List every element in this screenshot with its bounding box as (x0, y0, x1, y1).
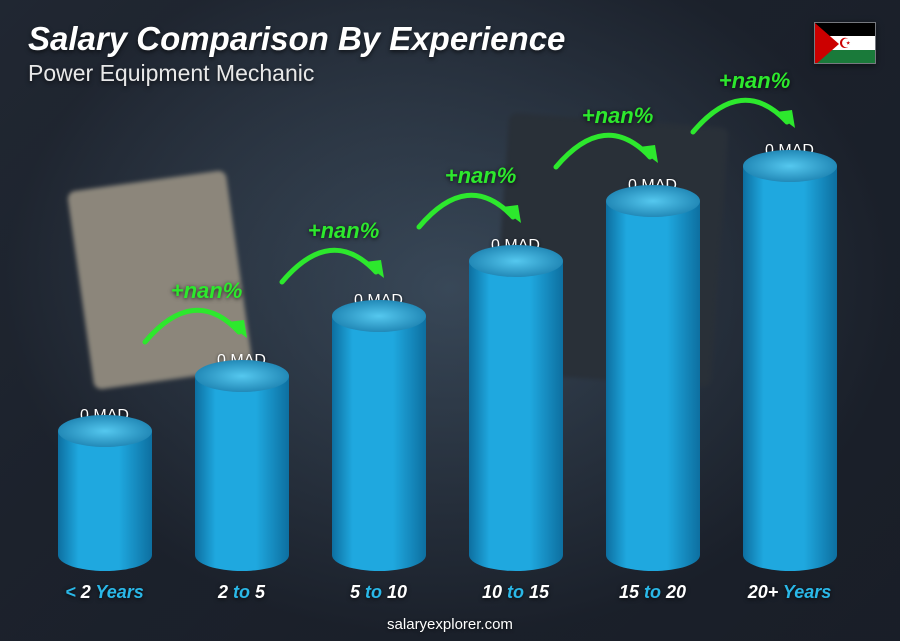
header: Salary Comparison By Experience Power Eq… (28, 20, 800, 87)
infographic-content: Salary Comparison By Experience Power Eq… (0, 0, 900, 641)
footer-credit: salaryexplorer.com (0, 616, 900, 633)
delta-label: +nan% (308, 218, 380, 244)
delta-annotation: +nan% (310, 218, 447, 288)
x-axis-label: 15 to 20 (584, 582, 721, 603)
x-axis-label: 2 to 5 (173, 582, 310, 603)
bar-group: +nan%0 MAD (173, 91, 310, 571)
delta-annotation: +nan% (584, 103, 721, 173)
x-axis-label: < 2 Years (36, 582, 173, 603)
bar (332, 316, 426, 571)
bar (58, 431, 152, 571)
delta-label: +nan% (171, 278, 243, 304)
chart-title: Salary Comparison By Experience (28, 20, 800, 58)
bar-group: 0 MAD (36, 91, 173, 571)
bar (469, 261, 563, 571)
x-axis-labels: < 2 Years2 to 55 to 1010 to 1515 to 2020… (36, 582, 858, 603)
bar (743, 166, 837, 571)
bar-group: +nan%0 MAD (447, 91, 584, 571)
bar (195, 376, 289, 571)
chart-subtitle: Power Equipment Mechanic (28, 60, 800, 87)
bar-group: +nan%0 MAD (584, 91, 721, 571)
delta-label: +nan% (582, 103, 654, 129)
flag-emblem: ☪ (839, 36, 852, 50)
bar-group: +nan%0 MAD (310, 91, 447, 571)
x-axis-label: 5 to 10 (310, 582, 447, 603)
bar (606, 201, 700, 571)
delta-label: +nan% (445, 163, 517, 189)
bar-chart: 0 MAD+nan%0 MAD+nan%0 MAD+nan%0 MAD+nan%… (36, 91, 858, 571)
delta-annotation: +nan% (173, 278, 310, 348)
country-flag: ☪ (814, 22, 876, 64)
x-axis-label: 10 to 15 (447, 582, 584, 603)
x-axis-label: 20+ Years (721, 582, 858, 603)
delta-annotation: +nan% (447, 163, 584, 233)
flag-triangle (815, 23, 839, 64)
bar-group: +nan%0 MAD (721, 91, 858, 571)
